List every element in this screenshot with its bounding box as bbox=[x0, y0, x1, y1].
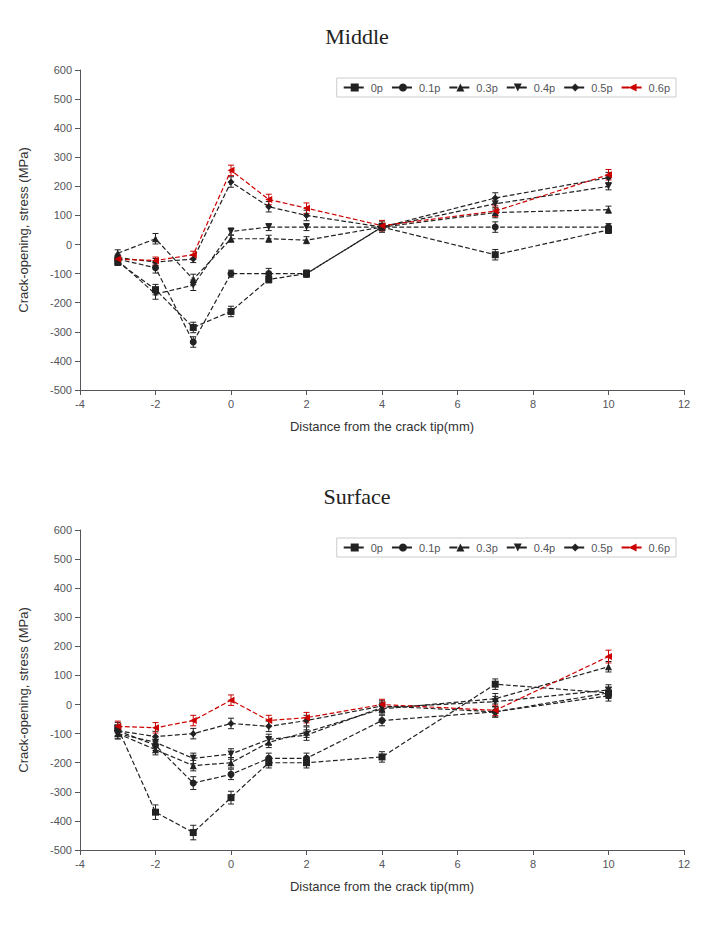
svg-text:0.4p: 0.4p bbox=[534, 82, 555, 94]
svg-text:0: 0 bbox=[66, 699, 72, 711]
svg-text:0.1p: 0.1p bbox=[419, 542, 440, 554]
svg-text:-500: -500 bbox=[50, 844, 72, 856]
svg-text:0.3p: 0.3p bbox=[476, 542, 497, 554]
svg-text:Distance from the crack tip(mm: Distance from the crack tip(mm) bbox=[290, 879, 474, 894]
svg-text:-400: -400 bbox=[50, 355, 72, 367]
svg-text:-100: -100 bbox=[50, 728, 72, 740]
svg-text:Surface: Surface bbox=[323, 484, 390, 509]
svg-text:6: 6 bbox=[454, 858, 460, 870]
svg-text:0: 0 bbox=[228, 858, 234, 870]
svg-text:12: 12 bbox=[678, 398, 690, 410]
svg-text:2: 2 bbox=[303, 398, 309, 410]
svg-text:-200: -200 bbox=[50, 757, 72, 769]
svg-text:-500: -500 bbox=[50, 384, 72, 396]
svg-text:-300: -300 bbox=[50, 326, 72, 338]
svg-text:-2: -2 bbox=[151, 858, 161, 870]
svg-text:500: 500 bbox=[54, 553, 72, 565]
svg-text:0.1p: 0.1p bbox=[419, 82, 440, 94]
svg-text:10: 10 bbox=[602, 398, 614, 410]
svg-text:0.3p: 0.3p bbox=[476, 82, 497, 94]
svg-text:0.5p: 0.5p bbox=[591, 82, 612, 94]
svg-text:200: 200 bbox=[54, 640, 72, 652]
svg-text:300: 300 bbox=[54, 151, 72, 163]
svg-text:0p: 0p bbox=[371, 82, 383, 94]
svg-text:-200: -200 bbox=[50, 297, 72, 309]
svg-text:-4: -4 bbox=[75, 398, 85, 410]
svg-text:600: 600 bbox=[54, 64, 72, 76]
svg-text:4: 4 bbox=[379, 858, 385, 870]
svg-text:400: 400 bbox=[54, 582, 72, 594]
svg-text:600: 600 bbox=[54, 524, 72, 536]
svg-text:300: 300 bbox=[54, 611, 72, 623]
svg-text:0: 0 bbox=[228, 398, 234, 410]
svg-text:4: 4 bbox=[379, 398, 385, 410]
svg-text:0: 0 bbox=[66, 239, 72, 251]
svg-text:-100: -100 bbox=[50, 268, 72, 280]
svg-text:-400: -400 bbox=[50, 815, 72, 827]
svg-text:-4: -4 bbox=[75, 858, 85, 870]
svg-text:0.6p: 0.6p bbox=[649, 542, 670, 554]
svg-text:0.6p: 0.6p bbox=[649, 82, 670, 94]
svg-text:Crack-opening, stress (MPa): Crack-opening, stress (MPa) bbox=[16, 147, 31, 312]
svg-text:0p: 0p bbox=[371, 542, 383, 554]
svg-text:0.4p: 0.4p bbox=[534, 542, 555, 554]
svg-text:12: 12 bbox=[678, 858, 690, 870]
svg-text:Distance from the crack tip(mm: Distance from the crack tip(mm) bbox=[290, 419, 474, 434]
svg-text:-2: -2 bbox=[151, 398, 161, 410]
svg-text:500: 500 bbox=[54, 93, 72, 105]
svg-text:Crack-opening, stress (MPa): Crack-opening, stress (MPa) bbox=[16, 607, 31, 772]
svg-text:2: 2 bbox=[303, 858, 309, 870]
svg-text:400: 400 bbox=[54, 122, 72, 134]
svg-text:100: 100 bbox=[54, 669, 72, 681]
svg-text:200: 200 bbox=[54, 180, 72, 192]
svg-text:10: 10 bbox=[602, 858, 614, 870]
svg-text:100: 100 bbox=[54, 209, 72, 221]
svg-text:-300: -300 bbox=[50, 786, 72, 798]
svg-text:8: 8 bbox=[530, 398, 536, 410]
svg-text:8: 8 bbox=[530, 858, 536, 870]
svg-text:Middle: Middle bbox=[325, 24, 389, 49]
svg-text:0.5p: 0.5p bbox=[591, 542, 612, 554]
svg-text:6: 6 bbox=[454, 398, 460, 410]
